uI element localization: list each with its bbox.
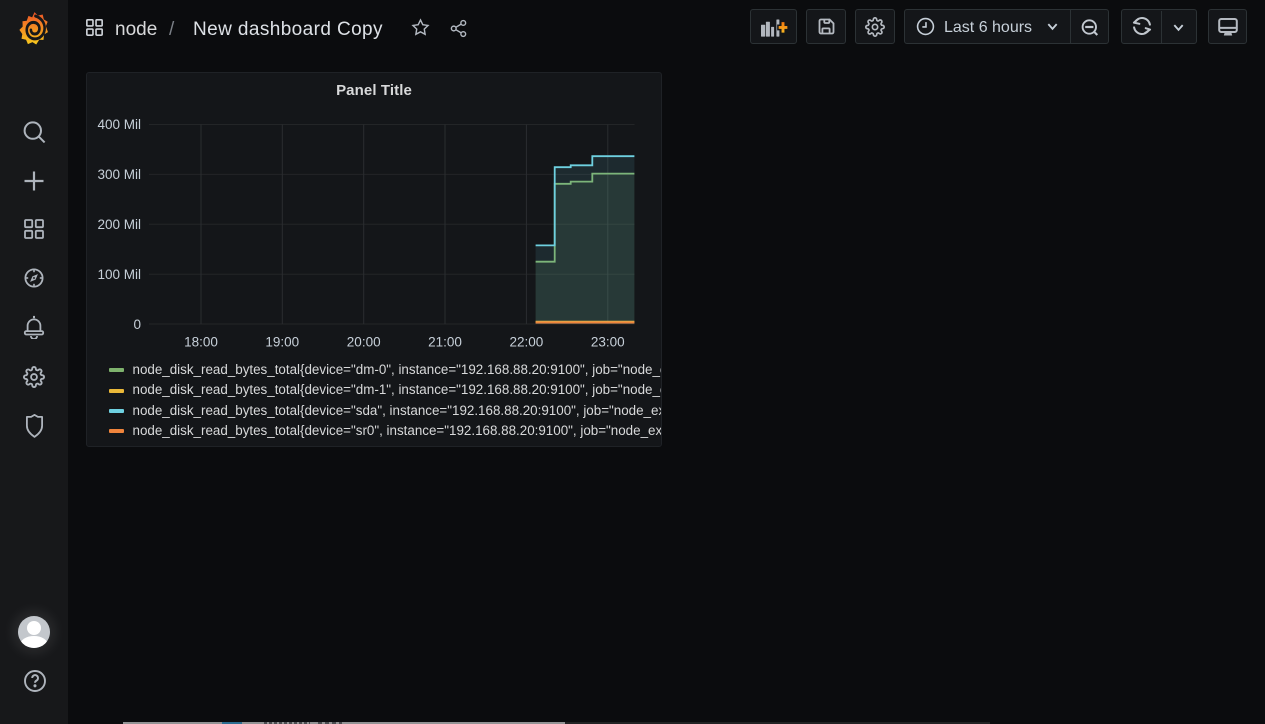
svg-text:100 Mil: 100 Mil xyxy=(97,267,141,282)
svg-text:22:00: 22:00 xyxy=(510,335,544,350)
svg-text:300 Mil: 300 Mil xyxy=(97,167,141,182)
svg-text:23:00: 23:00 xyxy=(591,335,625,350)
svg-text:21:00: 21:00 xyxy=(428,335,462,350)
svg-text:400 Mil: 400 Mil xyxy=(97,117,141,132)
svg-text:200 Mil: 200 Mil xyxy=(97,217,141,232)
svg-text:18:00: 18:00 xyxy=(184,335,218,350)
svg-text:20:00: 20:00 xyxy=(347,335,381,350)
svg-text:19:00: 19:00 xyxy=(265,335,299,350)
svg-text:0: 0 xyxy=(133,317,141,332)
